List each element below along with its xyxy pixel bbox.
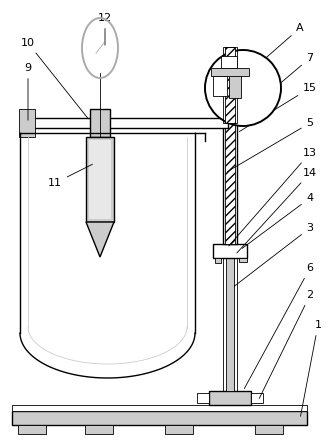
Text: 12: 12 (98, 13, 112, 45)
Text: 2: 2 (259, 290, 314, 399)
Text: 10: 10 (21, 38, 88, 119)
Text: 13: 13 (229, 148, 317, 246)
Bar (213, 76, 227, 96)
Text: 5: 5 (227, 118, 314, 171)
Bar (85, 425, 113, 434)
Bar (90, 109, 110, 137)
Bar (211, 68, 249, 76)
Bar (221, 56, 237, 68)
Bar (229, 74, 241, 98)
Bar (197, 393, 209, 403)
Text: 9: 9 (24, 63, 32, 120)
Bar (19, 109, 35, 137)
Bar (255, 425, 283, 434)
Bar (12, 405, 307, 411)
Bar (225, 47, 235, 123)
Text: 4: 4 (242, 193, 314, 249)
Polygon shape (86, 222, 114, 257)
Bar (239, 258, 247, 262)
Bar (223, 47, 237, 123)
Bar (12, 411, 307, 425)
Bar (213, 244, 247, 258)
Bar (226, 258, 234, 391)
Text: 3: 3 (234, 223, 314, 286)
Circle shape (205, 50, 281, 126)
Text: 1: 1 (301, 320, 321, 416)
Text: A: A (262, 23, 304, 61)
Bar (18, 425, 46, 434)
Text: 15: 15 (239, 83, 317, 132)
Text: 11: 11 (48, 164, 92, 188)
Bar (225, 123, 235, 244)
Text: 6: 6 (244, 263, 314, 389)
Text: 7: 7 (265, 53, 314, 96)
Bar (223, 123, 237, 244)
Bar (25, 118, 228, 128)
Text: 14: 14 (237, 168, 317, 253)
Bar (165, 425, 193, 434)
Bar (86, 137, 114, 222)
Bar (215, 258, 221, 263)
Bar (251, 393, 263, 403)
Bar (89, 140, 111, 219)
Bar (209, 391, 251, 405)
